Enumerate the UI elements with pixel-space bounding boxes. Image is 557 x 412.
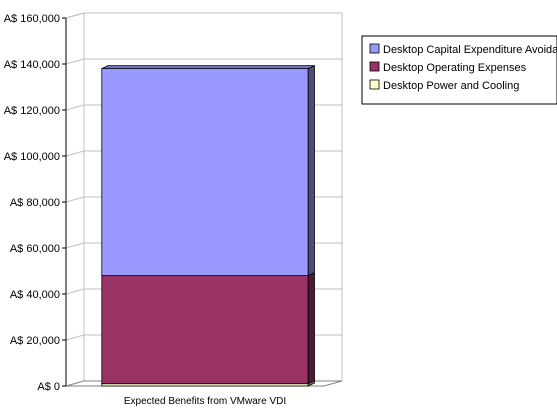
y-tick-label: A$ 60,000	[10, 243, 60, 255]
y-tick-label: A$ 160,000	[4, 13, 60, 25]
bar-segment-desktop-operating-expenses	[101, 271, 315, 385]
y-tick-label: A$ 120,000	[4, 105, 60, 117]
legend-item: Desktop Capital Expenditure Avoidance	[369, 43, 557, 56]
legend-swatch	[369, 43, 380, 54]
category-label: Expected Benefits from VMware VDI	[124, 396, 286, 407]
legend-label: Desktop Power and Cooling	[383, 80, 519, 92]
legend-swatch	[369, 61, 380, 72]
bar-side	[307, 271, 315, 385]
bars	[101, 64, 315, 387]
y-tick-label: A$ 40,000	[10, 289, 60, 301]
gridline-side	[65, 196, 85, 203]
legend: Desktop Capital Expenditure Avoidance Des…	[361, 35, 557, 105]
legend-box	[361, 35, 557, 105]
y-tick-label: A$ 140,000	[4, 59, 60, 71]
axes	[62, 12, 85, 387]
wall-edge	[65, 12, 85, 19]
bar-side	[307, 64, 315, 277]
gridline-side	[65, 104, 85, 111]
category-labels: Expected Benefits from VMware VDI	[124, 396, 286, 407]
y-tick-label: A$ 20,000	[10, 335, 60, 347]
gridline-side	[65, 242, 85, 249]
legend-item: Desktop Power and Cooling	[369, 79, 519, 92]
gridline-side	[65, 58, 85, 65]
y-tick-label: A$ 0	[37, 381, 60, 393]
gridline-side	[65, 288, 85, 295]
legend-swatch	[369, 79, 380, 90]
legend-item: Desktop Operating Expenses	[369, 61, 527, 74]
bar-segment-desktop-capital-expenditure-avoidance	[101, 64, 315, 277]
legend-label: Desktop Operating Expenses	[383, 62, 527, 74]
gridline-side	[65, 150, 85, 157]
bar-front	[101, 68, 309, 276]
legend-label: Desktop Capital Expenditure Avoidance	[383, 44, 557, 56]
gridline-side	[65, 334, 85, 341]
y-tick-labels: A$ 0 A$ 20,000 A$ 40,000 A$ 60,000 A$ 80,000…	[4, 13, 60, 393]
y-tick-label: A$ 100,000	[4, 151, 60, 163]
bar-top	[101, 65, 315, 69]
bar-front	[101, 275, 309, 385]
y-tick-label: A$ 80,000	[10, 197, 60, 209]
